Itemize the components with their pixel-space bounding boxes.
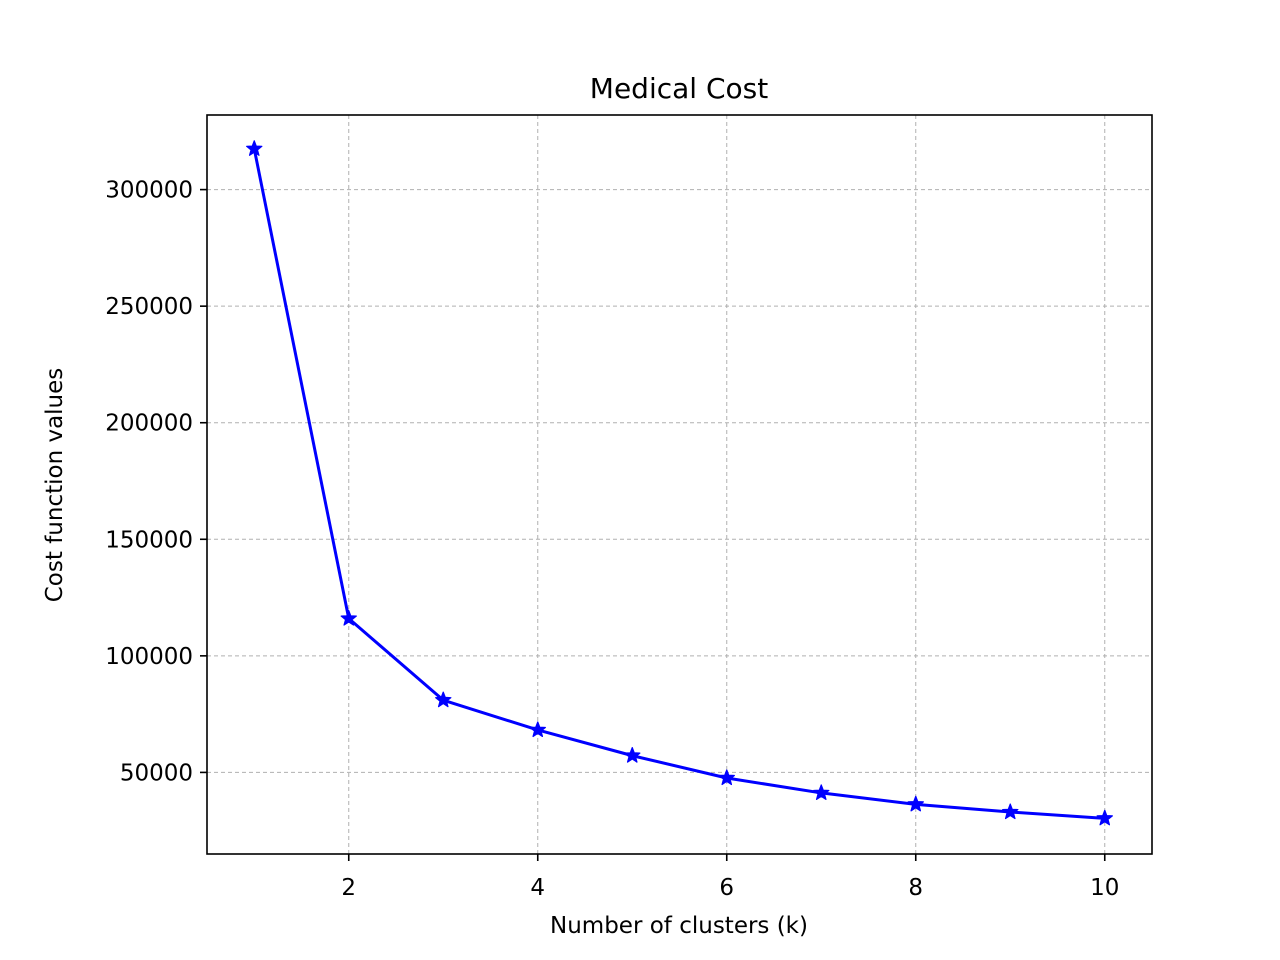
data-point-star [813, 784, 830, 800]
data-point-star [624, 747, 641, 763]
y-tick-label: 50000 [120, 760, 193, 786]
x-axis-label: Number of clusters (k) [550, 913, 808, 939]
data-point-star [340, 609, 357, 626]
series-line [252, 148, 1105, 820]
x-tick-label: 10 [1090, 875, 1119, 901]
data-point-star [1002, 803, 1019, 820]
x-tick-label: 2 [341, 875, 356, 901]
y-tick-label: 150000 [105, 527, 193, 553]
data-point-star [718, 769, 735, 786]
y-axis-ticks: 50000 100000 150000 200000 250000 300000 [105, 178, 207, 786]
x-tick-label: 6 [719, 875, 734, 901]
chart-title: Medical Cost [590, 72, 768, 105]
data-point-star [246, 140, 263, 156]
y-tick-label: 200000 [105, 411, 193, 437]
plot-frame [206, 114, 1153, 855]
y-tick-label: 300000 [105, 178, 193, 204]
y-tick-label: 250000 [105, 294, 193, 320]
plot-series [246, 140, 1113, 826]
data-point-star [907, 795, 924, 812]
grid [207, 115, 1152, 854]
x-axis-ticks: 2 4 6 8 10 [341, 854, 1119, 901]
x-tick-label: 8 [908, 875, 923, 901]
y-axis-label: Cost function values [42, 368, 68, 603]
data-point-star [529, 721, 546, 738]
y-tick-label: 100000 [105, 644, 193, 670]
x-tick-label: 4 [530, 875, 545, 901]
data-point-star [435, 691, 452, 708]
data-point-star [1096, 809, 1113, 826]
